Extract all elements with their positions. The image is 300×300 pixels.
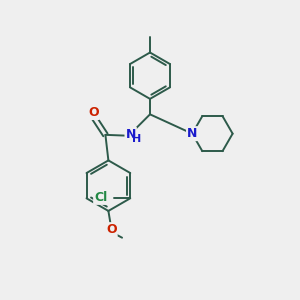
Text: Cl: Cl xyxy=(94,191,107,204)
Text: O: O xyxy=(88,106,99,119)
Text: H: H xyxy=(132,134,142,144)
Text: N: N xyxy=(125,128,136,141)
Text: O: O xyxy=(106,223,117,236)
Text: N: N xyxy=(187,127,197,140)
